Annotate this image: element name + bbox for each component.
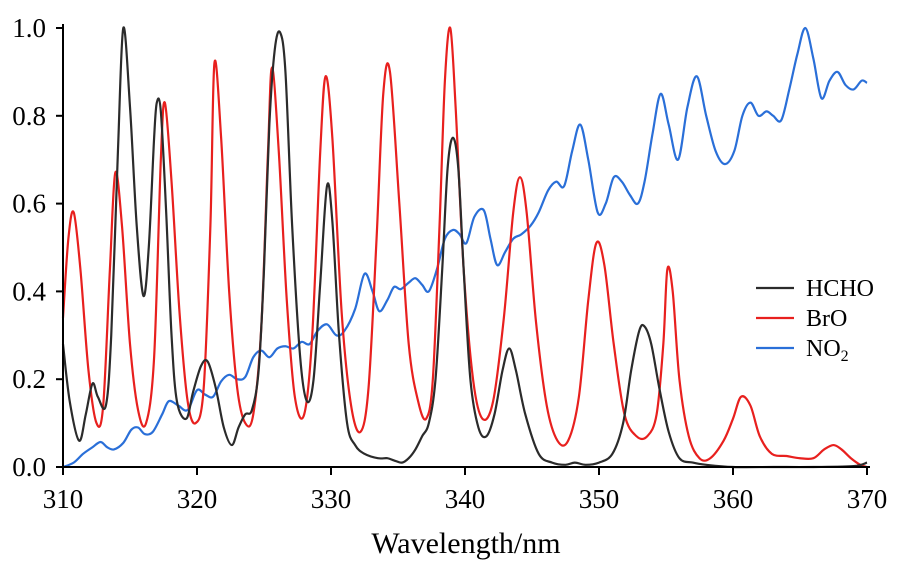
series-line-hcho bbox=[61, 26, 868, 469]
y-tick-label: 1.0 bbox=[12, 13, 46, 43]
series-line-bro bbox=[61, 26, 868, 469]
y-tick-label: 0.8 bbox=[12, 101, 46, 131]
legend-label-hcho: HCHO bbox=[806, 276, 874, 302]
y-tick-label: 0.2 bbox=[12, 364, 46, 394]
legend-label-no2: NO2 bbox=[806, 336, 849, 365]
x-tick-label: 320 bbox=[177, 484, 218, 514]
x-tick-label: 310 bbox=[43, 484, 84, 514]
x-tick-label: 340 bbox=[445, 484, 486, 514]
ticks: 310 320 330 340 350 360 370 0.0 0.2 0.4 0.6 0.8 1.0 bbox=[12, 13, 887, 514]
y-tick-label: 0.4 bbox=[12, 276, 46, 306]
y-tick-label: 0.0 bbox=[12, 452, 46, 482]
x-tick-label: 360 bbox=[713, 484, 754, 514]
x-tick-label: 350 bbox=[579, 484, 620, 514]
legend-label-bro: BrO bbox=[806, 306, 847, 332]
y-tick-label: 0.6 bbox=[12, 189, 46, 219]
x-axis-title: Wavelength/nm bbox=[371, 527, 560, 560]
series-line-no2 bbox=[62, 26, 868, 469]
x-tick-label: 370 bbox=[847, 484, 888, 514]
series-layer bbox=[61, 26, 868, 469]
legend: HCHO BrO NO2 bbox=[756, 276, 874, 365]
x-tick-label: 330 bbox=[311, 484, 352, 514]
